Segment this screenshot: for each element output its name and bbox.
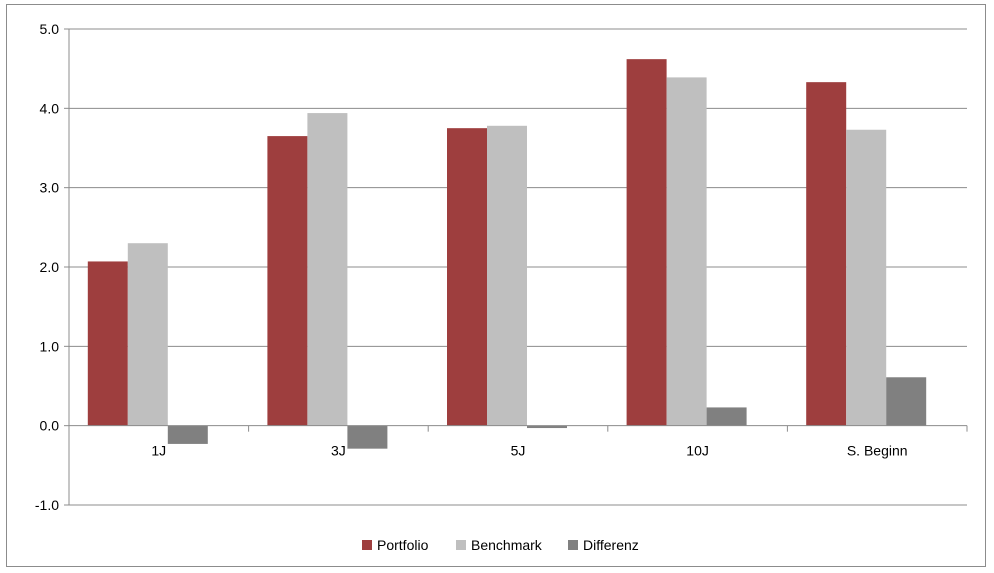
bar-benchmark-1	[127, 243, 168, 426]
y-tick-label: 1.0	[40, 338, 60, 354]
y-tick-label: 0.0	[40, 418, 60, 434]
bar-benchmark-4	[666, 77, 707, 426]
bar-differenz-1	[167, 425, 208, 444]
x-tick-label: S. Beginn	[847, 443, 908, 459]
bar-portfolio-2	[267, 136, 308, 426]
bar-benchmark-2	[307, 113, 348, 426]
bar-differenz-5	[886, 377, 927, 426]
bar-benchmark-5	[846, 129, 887, 426]
legend-swatch-differenz	[568, 540, 578, 550]
bar-portfolio-5	[806, 82, 847, 426]
bar-portfolio-1	[87, 261, 128, 426]
legend-label-differenz: Differenz	[583, 537, 639, 553]
y-tick-label: 5.0	[40, 21, 60, 37]
y-axis-tick-labels: -1.0 0.0 1.0 2.0 3.0 4.0 5.0	[35, 21, 59, 513]
bar-portfolio-4	[626, 59, 667, 426]
y-tick-label: 4.0	[40, 100, 60, 116]
legend-swatch-benchmark	[456, 540, 466, 550]
legend-label-benchmark: Benchmark	[471, 537, 543, 553]
bar-differenz-2	[347, 425, 388, 449]
y-tick-label: 2.0	[40, 259, 60, 275]
bar-differenz-4	[706, 407, 747, 426]
bar-benchmark-3	[487, 125, 527, 426]
bar-portfolio-3	[447, 128, 487, 426]
x-axis-tick-labels: 1J 3J 5J 10J S. Beginn	[151, 443, 907, 459]
axes	[68, 29, 968, 505]
bar-differenz-3	[527, 425, 567, 429]
y-tick-label: -1.0	[35, 497, 59, 513]
x-tick-label: 10J	[686, 443, 709, 459]
bars	[87, 59, 927, 449]
x-tick-label: 5J	[511, 443, 526, 459]
x-tick-label: 3J	[331, 443, 346, 459]
x-tick-label: 1J	[151, 443, 166, 459]
legend-label-portfolio: Portfolio	[377, 537, 429, 553]
legend: Portfolio Benchmark Differenz	[362, 537, 639, 553]
y-tick-label: 3.0	[40, 180, 60, 196]
legend-swatch-portfolio	[362, 540, 372, 550]
